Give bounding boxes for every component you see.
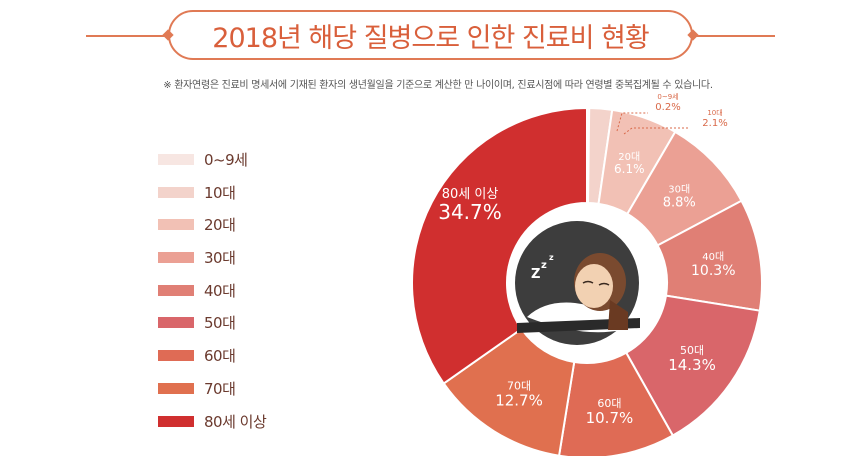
slice-value-label: 8.8% [663,195,696,210]
slice-value-label: 6.1% [614,162,645,176]
legend-item-8: 80세 이상 [158,409,267,434]
page-title: 2018년 해당 질병으로 인한 진료비 현황 [212,22,649,54]
illustration-closed-eye [598,282,610,286]
illustration-zzz-small: z [549,253,554,262]
legend-label: 50대 [204,314,236,333]
legend-label: 80세 이상 [204,412,267,431]
slice-5 [624,294,761,437]
sleeping-person-illustration: Z z z [515,221,640,345]
slices [411,106,763,456]
illustration-zzz-large: Z [531,267,540,282]
legend-item-4: 40대 [158,278,266,303]
leader-line-10s [623,127,690,135]
slice-value-label: 12.7% [495,391,543,409]
legend-item-3: 30대 [158,245,266,270]
illustration-zzz-medium: z [541,260,547,271]
legend-item-5: 50대 [158,310,266,335]
legend-swatch-7 [158,382,194,394]
slice-value-label: 34.7% [438,200,502,224]
slice-category-label: 20대 [618,151,640,163]
legend-swatch-1 [158,186,194,198]
legend-swatch-0 [158,154,194,165]
legend-swatch-5 [158,317,194,329]
slice-value-label: 10.7% [586,409,634,427]
title-line-right [693,35,775,37]
slice-category-label: 40대 [702,251,724,263]
leader-line-0-9 [616,112,648,132]
legend: 0~9세 10대 20대 30대 40대 50대 60대 70대 80세 이상 [158,147,267,441]
title-line-left [86,35,168,37]
legend-item-7: 70대 [158,376,266,401]
legend-label: 60대 [204,347,236,366]
legend-swatch-6 [158,350,194,362]
legend-label: 20대 [204,216,236,235]
legend-swatch-8 [158,415,194,427]
legend-label: 30대 [204,249,236,268]
slice-category-label: 60대 [597,397,621,410]
legend-label: 10대 [204,183,236,202]
illustration-closed-eye [582,280,594,284]
footnote: ※ 환자연령은 진료비 명세서에 기재된 환자의 생년월일을 기준으로 계산한 … [163,80,713,91]
slice-category-label: 0~9세 [657,92,678,101]
illustration-hair-long [608,300,628,330]
legend-label: 70대 [204,379,236,398]
legend-label: 40대 [204,281,236,300]
slice-category-label: 10대 [707,109,722,117]
slice-value-label: 2.1% [702,118,727,129]
illustration-face [575,264,613,308]
legend-item-6: 60대 [158,343,266,368]
slice-value-label: 10.3% [691,263,735,279]
legend-swatch-2 [158,219,194,231]
slice-category-label: 30대 [668,183,690,195]
legend-swatch-3 [158,252,194,264]
legend-item-1: 10대 [158,180,266,205]
leader-lines [616,112,690,135]
legend-swatch-4 [158,284,194,296]
legend-label: 0~9세 [204,151,248,169]
legend-item-2: 20대 [158,212,266,237]
slice-category-label: 80세 이상 [442,187,499,202]
slice-value-label: 0.2% [655,102,680,113]
title-box: 2018년 해당 질병으로 인한 진료비 현황 [168,10,693,60]
legend-item-0: 0~9세 [158,147,266,172]
slice-category-label: 70대 [507,379,531,392]
slice-8 [411,106,588,385]
slice-value-label: 14.3% [668,356,716,374]
slice-category-label: 50대 [680,344,704,357]
